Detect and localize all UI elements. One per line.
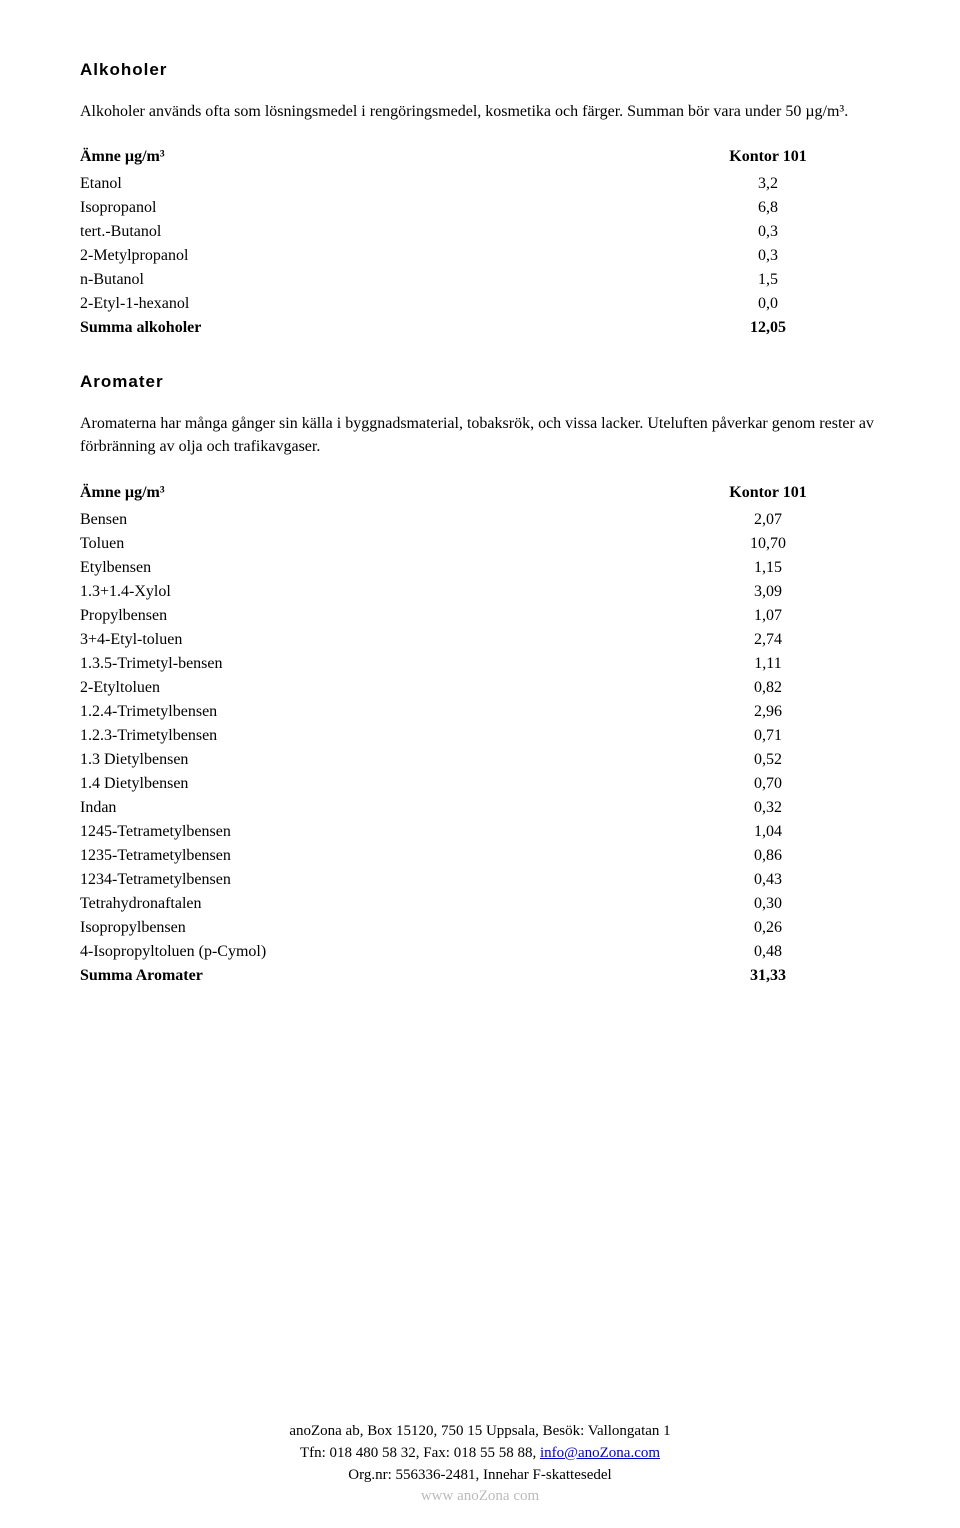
row-name: Propylbensen — [80, 604, 656, 628]
row-val: 1,07 — [656, 604, 880, 628]
alkoholer-intro: Alkoholer används ofta som lösningsmedel… — [80, 100, 880, 123]
footer-cutoff: www anoZona com — [0, 1486, 960, 1508]
row-name: 1245-Tetrametylbensen — [80, 820, 656, 844]
table-row: 1.2.3-Trimetylbensen0,71 — [80, 724, 880, 748]
row-name: 1.2.4-Trimetylbensen — [80, 700, 656, 724]
footer-line-2-text: Tfn: 018 480 58 32, Fax: 018 55 58 88, — [300, 1445, 540, 1461]
table-row: 1245-Tetrametylbensen1,04 — [80, 820, 880, 844]
row-val: 3,09 — [656, 580, 880, 604]
table-row: 1234-Tetrametylbensen0,43 — [80, 868, 880, 892]
row-name: 1234-Tetrametylbensen — [80, 868, 656, 892]
row-val: 0,48 — [656, 940, 880, 964]
row-val: 0,82 — [656, 676, 880, 700]
row-name: Bensen — [80, 508, 656, 532]
alkoholer-sum-name: Summa alkoholer — [80, 316, 656, 340]
table-row: 3+4-Etyl-toluen2,74 — [80, 628, 880, 652]
row-val: 1,11 — [656, 652, 880, 676]
alkoholer-title: Alkoholer — [80, 60, 880, 80]
row-val: 1,5 — [656, 268, 880, 292]
table-row: 1.3+1.4-Xylol3,09 — [80, 580, 880, 604]
footer-line-1: anoZona ab, Box 15120, 750 15 Uppsala, B… — [0, 1421, 960, 1443]
footer-line-2: Tfn: 018 480 58 32, Fax: 018 55 58 88, i… — [0, 1443, 960, 1465]
row-name: 1.2.3-Trimetylbensen — [80, 724, 656, 748]
alkoholer-sum-val: 12,05 — [656, 316, 880, 340]
row-name: Etylbensen — [80, 556, 656, 580]
row-name: 3+4-Etyl-toluen — [80, 628, 656, 652]
row-val: 0,43 — [656, 868, 880, 892]
row-val: 0,86 — [656, 844, 880, 868]
row-name: 1.4 Dietylbensen — [80, 772, 656, 796]
table-row: Tetrahydronaftalen0,30 — [80, 892, 880, 916]
row-name: Indan — [80, 796, 656, 820]
row-val: 0,0 — [656, 292, 880, 316]
row-name: Isopropylbensen — [80, 916, 656, 940]
row-val: 10,70 — [656, 532, 880, 556]
alkoholer-header-name: Ämne µg/m³ — [80, 145, 656, 172]
row-name: Tetrahydronaftalen — [80, 892, 656, 916]
table-row: Etylbensen1,15 — [80, 556, 880, 580]
row-val: 0,26 — [656, 916, 880, 940]
alkoholer-sum-row: Summa alkoholer 12,05 — [80, 316, 880, 340]
row-val: 2,96 — [656, 700, 880, 724]
aromater-sum-row: Summa Aromater 31,33 — [80, 964, 880, 988]
row-val: 0,52 — [656, 748, 880, 772]
row-name: 1235-Tetrametylbensen — [80, 844, 656, 868]
table-row: Propylbensen1,07 — [80, 604, 880, 628]
table-row: 2-Etyl-1-hexanol0,0 — [80, 292, 880, 316]
row-name: 2-Etyltoluen — [80, 676, 656, 700]
aromater-sum-val: 31,33 — [656, 964, 880, 988]
table-row: Indan0,32 — [80, 796, 880, 820]
aromater-intro: Aromaterna har många gånger sin källa i … — [80, 412, 880, 458]
row-val: 0,70 — [656, 772, 880, 796]
table-row: 1.3.5-Trimetyl-bensen1,11 — [80, 652, 880, 676]
footer-line-3: Org.nr: 556336-2481, Innehar F-skattesed… — [0, 1465, 960, 1487]
table-row: 4-Isopropyltoluen (p-Cymol)0,48 — [80, 940, 880, 964]
aromater-header-name: Ämne µg/m³ — [80, 481, 656, 508]
table-row: 1.3 Dietylbensen0,52 — [80, 748, 880, 772]
row-val: 1,15 — [656, 556, 880, 580]
table-row: Toluen10,70 — [80, 532, 880, 556]
row-val: 0,3 — [656, 220, 880, 244]
page-footer: anoZona ab, Box 15120, 750 15 Uppsala, B… — [0, 1421, 960, 1508]
row-val: 1,04 — [656, 820, 880, 844]
row-name: 1.3+1.4-Xylol — [80, 580, 656, 604]
aromater-sum-name: Summa Aromater — [80, 964, 656, 988]
row-val: 0,32 — [656, 796, 880, 820]
row-val: 0,71 — [656, 724, 880, 748]
table-row: 1.2.4-Trimetylbensen2,96 — [80, 700, 880, 724]
table-row: Isopropanol6,8 — [80, 196, 880, 220]
row-name: 1.3 Dietylbensen — [80, 748, 656, 772]
row-name: n-Butanol — [80, 268, 656, 292]
row-val: 0,30 — [656, 892, 880, 916]
row-val: 3,2 — [656, 172, 880, 196]
table-row: n-Butanol1,5 — [80, 268, 880, 292]
table-row: tert.-Butanol0,3 — [80, 220, 880, 244]
alkoholer-table: Ämne µg/m³ Kontor 101 Etanol3,2 Isopropa… — [80, 145, 880, 340]
aromater-title: Aromater — [80, 372, 880, 392]
footer-email-link[interactable]: info@anoZona.com — [540, 1445, 660, 1461]
row-name: Etanol — [80, 172, 656, 196]
table-row: 2-Etyltoluen0,82 — [80, 676, 880, 700]
row-val: 2,07 — [656, 508, 880, 532]
row-name: 1.3.5-Trimetyl-bensen — [80, 652, 656, 676]
row-name: tert.-Butanol — [80, 220, 656, 244]
table-row: 2-Metylpropanol0,3 — [80, 244, 880, 268]
row-val: 6,8 — [656, 196, 880, 220]
table-row: Etanol3,2 — [80, 172, 880, 196]
table-row: 1235-Tetrametylbensen0,86 — [80, 844, 880, 868]
table-row: 1.4 Dietylbensen0,70 — [80, 772, 880, 796]
row-val: 2,74 — [656, 628, 880, 652]
aromater-header-val: Kontor 101 — [656, 481, 880, 508]
row-name: 2-Etyl-1-hexanol — [80, 292, 656, 316]
row-name: Isopropanol — [80, 196, 656, 220]
row-name: 4-Isopropyltoluen (p-Cymol) — [80, 940, 656, 964]
table-row: Isopropylbensen0,26 — [80, 916, 880, 940]
alkoholer-header-val: Kontor 101 — [656, 145, 880, 172]
row-name: 2-Metylpropanol — [80, 244, 656, 268]
row-name: Toluen — [80, 532, 656, 556]
table-row: Bensen2,07 — [80, 508, 880, 532]
aromater-table: Ämne µg/m³ Kontor 101 Bensen2,07 Toluen1… — [80, 481, 880, 988]
row-val: 0,3 — [656, 244, 880, 268]
